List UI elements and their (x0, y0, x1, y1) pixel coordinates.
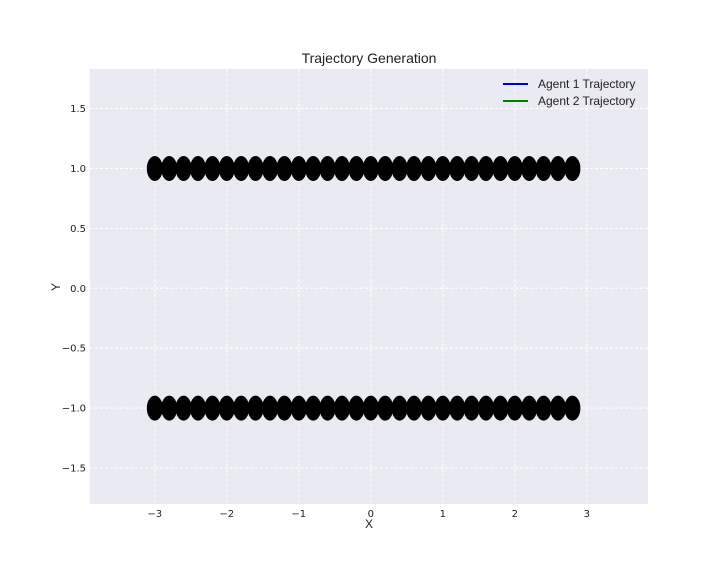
trajectory-point (492, 395, 509, 421)
x-tick-label: −2 (219, 509, 234, 520)
trajectory-markers (146, 155, 581, 421)
plot-background (90, 69, 648, 504)
trajectory-point (449, 155, 466, 181)
trajectory-point (218, 155, 235, 181)
grid-lines (90, 69, 648, 504)
legend-label-agent-2: Agent 2 Trajectory (538, 94, 635, 108)
legend-label-agent-1: Agent 1 Trajectory (538, 77, 635, 91)
trajectory-point (564, 395, 581, 421)
trajectory-point (204, 155, 221, 181)
trajectory-point (535, 395, 552, 421)
y-tick-label: 0.5 (70, 224, 86, 235)
x-tick-label: 3 (584, 509, 590, 520)
x-tick-label: 2 (512, 509, 518, 520)
x-tick-label: 0 (368, 509, 374, 520)
trajectory-point (478, 395, 494, 421)
trajectory-point (247, 395, 264, 421)
trajectory-point (334, 395, 350, 421)
trajectory-point (290, 155, 307, 181)
trajectory-point (449, 395, 466, 421)
y-tick-label: −0.5 (62, 344, 86, 355)
x-tick-label: −3 (147, 509, 162, 520)
trajectory-point (391, 155, 408, 181)
series-agent-1 (146, 155, 581, 181)
trajectory-point (521, 395, 538, 421)
trajectory-point (262, 395, 278, 421)
y-tick-label: 1.0 (70, 164, 86, 175)
trajectory-point (420, 395, 437, 421)
trajectory-point (262, 155, 278, 181)
trajectory-point (276, 155, 293, 181)
trajectory-point (550, 155, 566, 181)
trajectory-point (362, 155, 379, 181)
x-tick-labels: −3 −2 −1 0 1 2 3 (147, 509, 590, 520)
trajectory-point (420, 155, 437, 181)
trajectory-point (550, 395, 566, 421)
trajectory-point (434, 395, 451, 421)
trajectory-point (506, 155, 523, 181)
trajectory-point (175, 395, 192, 421)
y-tick-label: −1.0 (62, 404, 86, 415)
trajectory-point (406, 155, 422, 181)
legend: Agent 1 Trajectory Agent 2 Trajectory (503, 77, 635, 108)
trajectory-point (218, 395, 235, 421)
trajectory-point (492, 155, 509, 181)
trajectory-point (478, 155, 494, 181)
trajectory-point (161, 155, 178, 181)
chart-title: Trajectory Generation (302, 50, 437, 66)
x-tick-label: −1 (291, 509, 306, 520)
trajectory-point (377, 155, 394, 181)
trajectory-point (564, 155, 581, 181)
trajectory-point (290, 395, 307, 421)
trajectory-point (233, 395, 250, 421)
series-agent-2 (146, 395, 581, 421)
trajectory-point (391, 395, 408, 421)
x-tick-label: 1 (440, 509, 446, 520)
trajectory-point (319, 395, 336, 421)
trajectory-point (521, 155, 538, 181)
trajectory-point (276, 395, 293, 421)
trajectory-point (146, 155, 163, 181)
trajectory-point (348, 395, 365, 421)
trajectory-point (535, 155, 552, 181)
trajectory-point (233, 155, 250, 181)
trajectory-point (319, 155, 336, 181)
y-tick-label: −1.5 (62, 464, 86, 475)
trajectory-point (175, 155, 192, 181)
trajectory-point (161, 395, 178, 421)
trajectory-point (377, 395, 394, 421)
trajectory-point (463, 155, 480, 181)
trajectory-point (506, 395, 523, 421)
trajectory-point (204, 395, 221, 421)
y-axis-label: Y (49, 283, 63, 291)
y-tick-labels: −1.5 −1.0 −0.5 0.0 0.5 1.0 1.5 (62, 104, 86, 475)
trajectory-point (247, 155, 264, 181)
y-tick-label: 0.0 (70, 284, 86, 295)
trajectory-point (348, 155, 365, 181)
y-tick-label: 1.5 (70, 104, 86, 115)
trajectory-point (463, 395, 480, 421)
trajectory-point (190, 395, 206, 421)
trajectory-point (305, 155, 322, 181)
trajectory-point (146, 395, 163, 421)
trajectory-point (190, 155, 206, 181)
trajectory-point (434, 155, 451, 181)
trajectory-point (362, 395, 379, 421)
trajectory-point (334, 155, 350, 181)
x-axis-label: X (365, 517, 373, 531)
trajectory-point (406, 395, 422, 421)
trajectory-point (305, 395, 322, 421)
